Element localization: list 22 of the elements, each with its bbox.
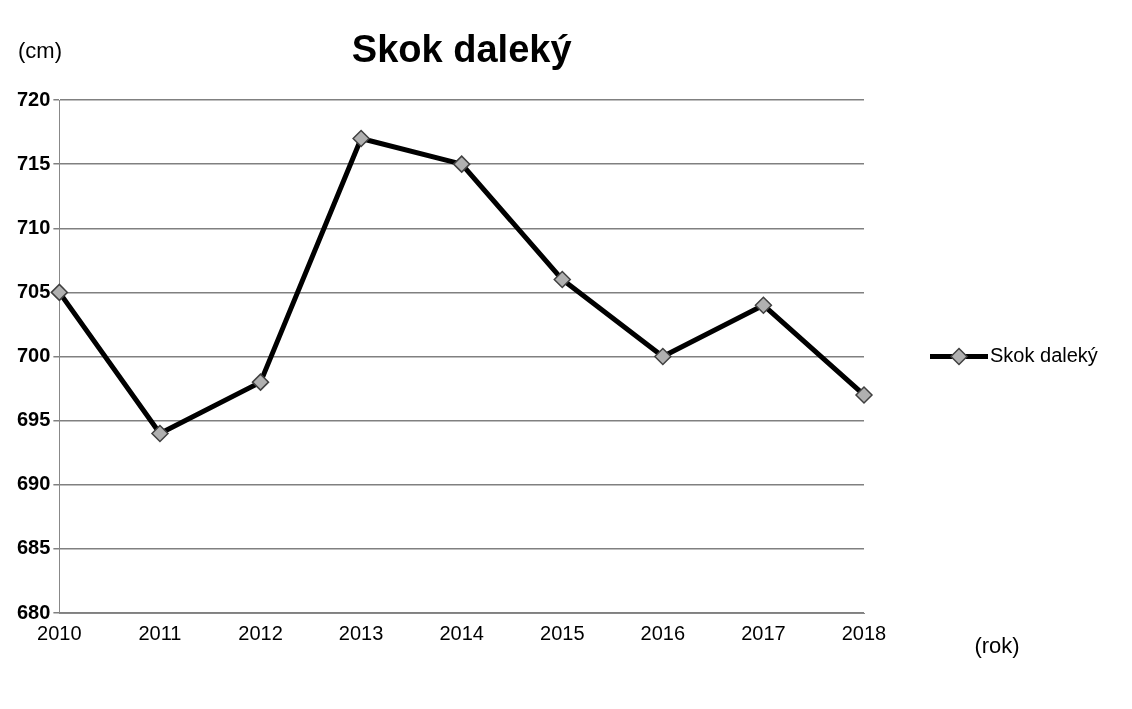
x-tick-label: 2012	[238, 621, 283, 644]
x-tick-label: 2018	[841, 621, 887, 644]
x-tick-label: 2013	[338, 621, 384, 644]
y-axis-title: (cm)	[18, 38, 62, 64]
y-tick-label: 680	[16, 600, 51, 623]
x-tick-label: 2014	[439, 621, 484, 644]
x-tick-label: 2016	[640, 621, 686, 644]
x-tick-label: 2017	[741, 621, 786, 644]
y-tick-label: 710	[16, 215, 51, 238]
x-tick-label: 2015	[540, 621, 585, 644]
y-tick-label: 705	[16, 279, 51, 302]
y-tick-label: 720	[16, 87, 51, 110]
y-tick-label: 700	[16, 344, 51, 367]
legend-label: Skok daleký	[990, 344, 1098, 367]
x-axis-title: (rok)	[974, 633, 1020, 659]
x-tick-label: 2010	[37, 621, 82, 644]
y-tick-label: 685	[16, 536, 51, 559]
chart-title: Skok daleký	[351, 28, 572, 71]
y-tick-label: 690	[16, 472, 51, 495]
x-tick-label: 2011	[138, 621, 182, 644]
y-tick-label: 715	[16, 151, 51, 174]
y-tick-label: 695	[16, 408, 51, 431]
